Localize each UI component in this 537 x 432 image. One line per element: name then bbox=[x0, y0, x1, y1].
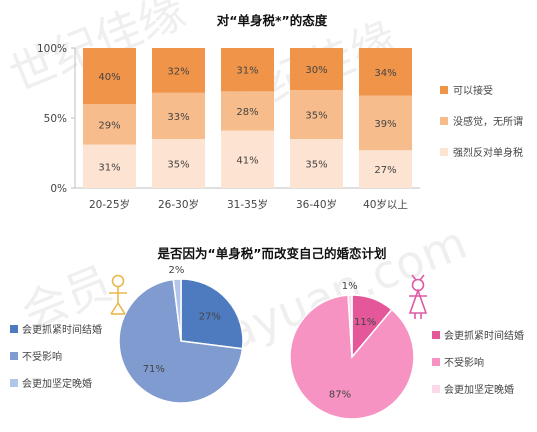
bar-segment bbox=[359, 150, 412, 188]
legend-label: 可以接受 bbox=[453, 84, 493, 97]
legend-swatch bbox=[10, 325, 18, 333]
bar-value-label: 28% bbox=[236, 107, 258, 118]
legend-label: 不受影响 bbox=[444, 356, 484, 369]
pie-slice-label: 11% bbox=[354, 317, 376, 328]
bar-segment bbox=[152, 92, 205, 139]
legend-label: 会更加坚定晚婚 bbox=[22, 377, 92, 390]
symbol-leg bbox=[110, 302, 119, 315]
legend-label: 没感觉，无所谓 bbox=[453, 115, 523, 128]
bar-segment bbox=[359, 95, 412, 151]
bar-segment bbox=[290, 48, 343, 90]
bar-value-label: 35% bbox=[305, 111, 327, 122]
pie-slice-label: 71% bbox=[143, 364, 165, 375]
bar-value-label: 41% bbox=[236, 155, 258, 166]
bar-segment bbox=[221, 91, 274, 131]
bar-segment bbox=[83, 48, 136, 104]
bar-value-label: 35% bbox=[167, 160, 189, 171]
x-tick-label: 26-30岁 bbox=[158, 198, 199, 211]
bar-value-label: 32% bbox=[167, 66, 189, 77]
symbol-leg bbox=[117, 302, 126, 315]
pie-slice bbox=[180, 278, 244, 350]
bar-segment bbox=[359, 48, 412, 96]
bar-segment bbox=[83, 144, 136, 188]
pie-slice bbox=[118, 278, 244, 404]
female-symbol-icon bbox=[408, 274, 428, 319]
bar-value-label: 40% bbox=[98, 72, 120, 83]
bar-value-label: 27% bbox=[374, 165, 396, 176]
bar-chart-title: 对“单身税*”的态度 bbox=[217, 13, 328, 28]
pie-slice-label: 87% bbox=[329, 390, 351, 401]
legend-swatch bbox=[432, 358, 440, 366]
legend-label: 会更抓紧时间结婚 bbox=[22, 323, 102, 336]
legend-swatch bbox=[432, 331, 440, 339]
bar-segment bbox=[83, 104, 136, 145]
symbol-head bbox=[111, 274, 125, 288]
bar-segment bbox=[290, 90, 343, 139]
bar-value-label: 34% bbox=[374, 68, 396, 79]
symbol-dress bbox=[408, 288, 428, 314]
legend-swatch bbox=[440, 148, 448, 156]
pie-slice-label: 2% bbox=[169, 265, 185, 276]
bar-segment bbox=[221, 130, 274, 188]
x-tick-label: 40岁以上 bbox=[363, 198, 408, 211]
legend-swatch bbox=[440, 86, 448, 94]
bar-segment bbox=[152, 139, 205, 188]
y-tick-label: 100% bbox=[37, 43, 67, 55]
bar-value-label: 29% bbox=[98, 120, 120, 131]
male-symbol-icon bbox=[109, 274, 127, 315]
y-tick-label: 0% bbox=[50, 183, 67, 195]
legend-label: 不受影响 bbox=[22, 350, 62, 363]
bar-value-label: 31% bbox=[98, 162, 120, 173]
pie-slice-label: 27% bbox=[199, 312, 221, 323]
pie-slice bbox=[347, 294, 353, 358]
legend-swatch bbox=[10, 379, 18, 387]
legend-label: 会更抓紧时间结婚 bbox=[444, 329, 524, 342]
x-tick-label: 36-40岁 bbox=[296, 198, 337, 211]
bar-value-label: 31% bbox=[236, 66, 258, 77]
symbol-bow bbox=[411, 274, 425, 281]
bar-segment bbox=[290, 139, 343, 188]
pie-slice-label: 1% bbox=[342, 281, 358, 292]
legend-swatch bbox=[432, 385, 440, 393]
bar-value-label: 35% bbox=[305, 160, 327, 171]
pie-section-title: 是否因为“单身税”而改变自己的婚恋计划 bbox=[157, 246, 387, 261]
bar-value-label: 33% bbox=[167, 112, 189, 123]
bar-value-label: 39% bbox=[374, 119, 396, 130]
legend-swatch bbox=[10, 352, 18, 360]
legend-swatch bbox=[440, 117, 448, 125]
bar-value-label: 30% bbox=[305, 65, 327, 76]
y-tick-label: 50% bbox=[44, 113, 67, 125]
legend-label: 会更加坚定晚婚 bbox=[444, 383, 514, 396]
legend-label: 强烈反对单身税 bbox=[453, 146, 523, 159]
x-tick-label: 31-35岁 bbox=[227, 198, 268, 211]
bar-segment bbox=[221, 48, 274, 92]
pie-slice bbox=[172, 278, 182, 342]
stacked-bar-chart: 0% 50% 100% 31% 29% 40% 20-25岁 35% 33% 32% 26-30岁 4… bbox=[37, 43, 523, 211]
x-tick-label: 20-25岁 bbox=[89, 198, 130, 211]
bar-segment bbox=[152, 48, 205, 93]
